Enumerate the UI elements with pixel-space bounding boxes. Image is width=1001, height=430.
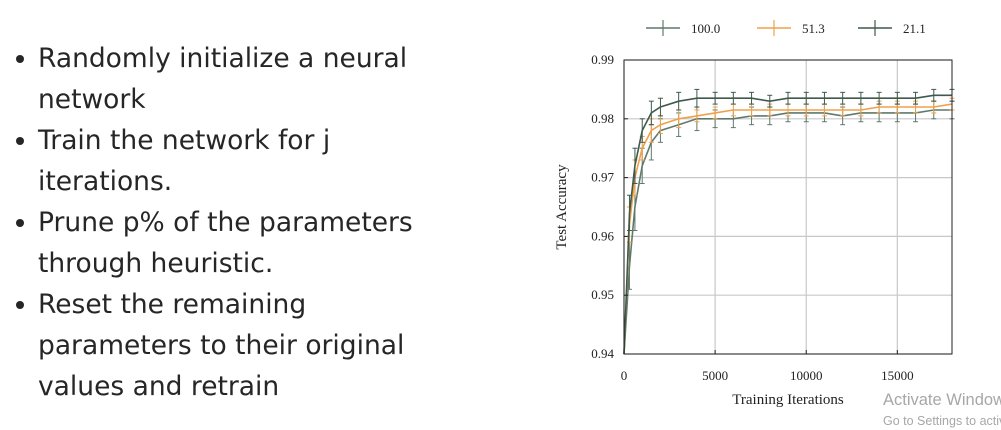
bullet-dot-icon xyxy=(16,55,24,63)
series-line xyxy=(623,109,952,355)
bullet-text-line: network xyxy=(38,84,146,115)
y-tick-label: 0.98 xyxy=(591,111,614,126)
bullet-dot-icon xyxy=(16,137,24,145)
x-axis-label: Training Iterations xyxy=(732,392,844,408)
series-100.0 xyxy=(623,100,955,355)
bullet-item: Randomly initialize a neural network xyxy=(14,38,454,120)
y-tick-label: 0.94 xyxy=(591,346,614,361)
bullet-list: Randomly initialize a neural network Train… xyxy=(14,38,454,407)
y-tick-label: 0.99 xyxy=(591,52,614,67)
bullet-text-line: values and retrain xyxy=(38,371,280,402)
plot-frame xyxy=(623,59,953,355)
x-tick-label: 5000 xyxy=(702,368,728,383)
y-tick-label: 0.95 xyxy=(591,287,614,302)
bullet-text-line: parameters to their original xyxy=(38,330,405,361)
bullet-text-line: iterations. xyxy=(38,166,173,197)
bullet-item: Prune p% of the parameters through heuris… xyxy=(14,202,454,284)
watermark-line-2: Go to Settings to activate Windows. xyxy=(883,414,1001,428)
x-tick-label: 10000 xyxy=(790,368,823,383)
y-axis-label: Test Accuracy xyxy=(554,164,570,250)
legend-label: 21.1 xyxy=(903,21,926,36)
y-tick-label: 0.97 xyxy=(591,170,614,185)
chart-ticks: 0.94 0.95 0.96 0.97 0.98 0.99 0 5000 10000 15000 xyxy=(591,52,913,383)
legend-label: 100.0 xyxy=(691,21,720,36)
x-tick-label: 0 xyxy=(621,368,628,383)
watermark-line-1: Activate Windows xyxy=(883,391,1001,409)
bullet-text-line: through heuristic. xyxy=(38,248,274,279)
legend-label: 51.3 xyxy=(802,21,825,36)
bullet-item: Reset the remaining parameters to their o… xyxy=(14,284,454,407)
chart-legend: 100.0 51.3 21.1 xyxy=(646,20,926,36)
activate-windows-watermark: Activate Windows Go to Settings to activ… xyxy=(883,391,1001,428)
bullet-item: Train the network for j iterations. xyxy=(14,120,454,202)
bullet-dot-icon xyxy=(16,219,24,227)
series-21.1 xyxy=(623,88,955,355)
bullet-dot-icon xyxy=(16,301,24,309)
series-line xyxy=(623,94,952,355)
chart-series-layer xyxy=(623,88,955,355)
y-tick-label: 0.96 xyxy=(591,228,614,243)
series-line xyxy=(623,103,953,355)
bullet-text-line: Reset the remaining xyxy=(38,289,307,320)
series-51.3 xyxy=(623,97,955,355)
bullet-text-line: Train the network for j xyxy=(38,125,331,156)
bullet-text-line: Randomly initialize a neural xyxy=(38,43,408,74)
x-tick-label: 15000 xyxy=(881,368,914,383)
bullet-text-line: Prune p% of the parameters xyxy=(38,207,413,238)
